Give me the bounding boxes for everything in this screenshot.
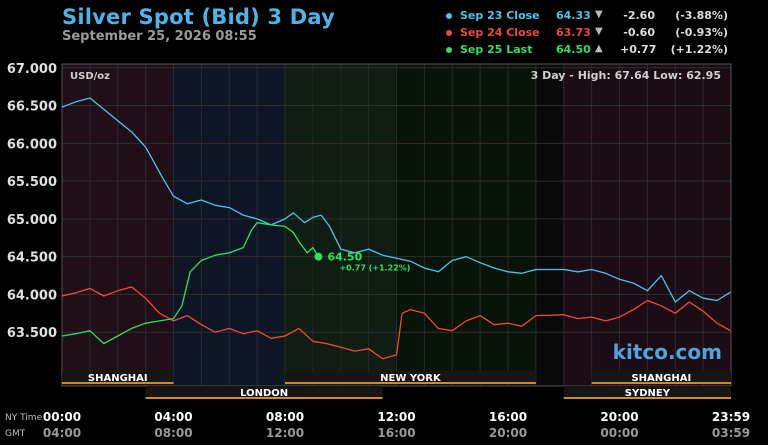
x-axis-label-ny: NY Time: [5, 413, 43, 423]
session-bg: [591, 371, 731, 383]
y-tick-label: 63.500: [7, 326, 57, 341]
legend-value: 63.73: [556, 26, 591, 39]
session-band: [396, 64, 536, 386]
legend-dot-sep25: [446, 47, 452, 53]
up-arrow-icon: ▲: [595, 43, 603, 54]
watermark: kitco.com: [613, 340, 722, 364]
legend-label: Sep 23 Close: [460, 9, 540, 22]
x-tick-label-gmt: 12:00: [266, 426, 304, 440]
x-tick-label-ny: 04:00: [154, 410, 192, 424]
x-tick-label-ny: 20:00: [600, 410, 638, 424]
x-tick-label-gmt: 16:00: [377, 426, 415, 440]
x-tick-label-gmt: 08:00: [154, 426, 192, 440]
series-line-1: [61, 286, 731, 360]
last-point-value: 64.50: [327, 251, 362, 264]
x-tick-label-gmt: 04:00: [43, 426, 81, 440]
down-arrow-icon: ▼: [595, 9, 603, 20]
session-bg: [145, 386, 383, 398]
series-line-0: [61, 97, 731, 303]
y-tick-label: 66.000: [7, 137, 57, 152]
session-bg: [563, 386, 731, 398]
y-tick-label: 64.500: [7, 251, 57, 266]
x-tick-label-gmt: 03:59: [712, 426, 750, 440]
session-bg: [62, 371, 174, 383]
legend-change: -0.60: [623, 26, 655, 39]
y-tick-label: 64.000: [7, 288, 57, 303]
x-tick-label-ny: 12:00: [377, 410, 415, 424]
legend-percent: (-0.93%): [675, 26, 728, 39]
down-arrow-icon: ▼: [595, 26, 603, 37]
x-axis-label-gmt: GMT: [5, 429, 26, 439]
last-point-change: +0.77 (+1.22%): [339, 264, 410, 273]
legend-value: 64.33: [556, 9, 591, 22]
y-tick-label: 65.500: [7, 175, 57, 190]
x-tick-label-ny: 00:00: [43, 410, 81, 424]
series-line-2: [61, 222, 319, 345]
session-band: [535, 64, 564, 386]
last-point-marker: [314, 252, 323, 261]
chart-title: Silver Spot (Bid) 3 Day: [62, 5, 335, 29]
legend-label: Sep 25 Last: [460, 43, 533, 56]
legend-percent: (-3.88%): [675, 9, 728, 22]
unit-label: USD/oz: [70, 71, 110, 82]
x-tick-label-ny: 08:00: [266, 410, 304, 424]
x-tick-label-gmt: 20:00: [489, 426, 527, 440]
range-text: 3 Day - High: 67.64 Low: 62.95: [531, 69, 721, 82]
y-tick-label: 67.000: [7, 62, 57, 77]
legend-dot-sep24: [446, 30, 452, 36]
y-tick-label: 65.000: [7, 213, 57, 228]
legend-label: Sep 24 Close: [460, 26, 540, 39]
legend-change: +0.77: [620, 43, 657, 56]
session-label-top: SHANGHAI: [88, 373, 148, 384]
y-tick-label: 66.500: [7, 100, 57, 115]
session-label-top: NEW YORK: [380, 373, 442, 384]
x-tick-label-gmt: 00:00: [600, 426, 638, 440]
session-bg: [285, 371, 536, 383]
x-tick-label-ny: 23:59: [712, 410, 750, 424]
session-label-bottom: SYDNEY: [625, 388, 671, 399]
plot-frame: [61, 63, 732, 387]
legend-dot-sep23: [446, 13, 452, 19]
legend-value: 64.50: [556, 43, 591, 56]
x-tick-label-ny: 16:00: [489, 410, 527, 424]
legend-percent: (+1.22%): [670, 43, 728, 56]
session-label-bottom: LONDON: [240, 388, 288, 399]
legend-change: -2.60: [623, 9, 655, 22]
chart-timestamp: September 25, 2026 08:55: [62, 29, 257, 44]
session-label-top: SHANGHAI: [631, 373, 691, 384]
